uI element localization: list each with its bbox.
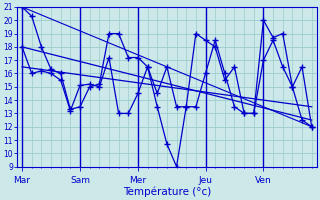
X-axis label: Température (°c): Température (°c) bbox=[123, 186, 211, 197]
